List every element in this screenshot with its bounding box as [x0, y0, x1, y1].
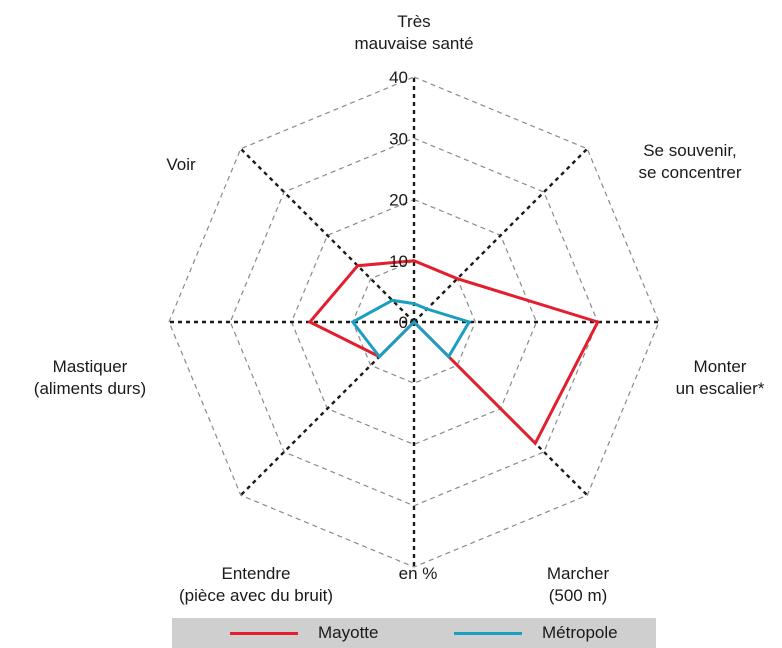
radial-tick-labels: 0 10 20 30 40 [389, 68, 408, 332]
radar-spokes [169, 77, 659, 567]
axis-label-mastiquer: Mastiquer (aliments durs) [33, 357, 147, 398]
legend-item-metropole: Métropole [454, 618, 618, 648]
grid-ring-30 [229, 137, 599, 507]
series-mayotte [307, 259, 600, 446]
axis-label-monter-escalier: Monter un escalier* [675, 357, 765, 398]
legend-label-mayotte: Mayotte [318, 623, 379, 642]
radial-tick-label-40: 40 [389, 68, 408, 87]
legend-swatch-mayotte [230, 631, 298, 635]
axis-label-tres-mauvaise-sante: Très mauvaise santé [354, 12, 474, 53]
legend: Mayotte Métropole [172, 618, 656, 648]
axis-label-unit: en % [398, 564, 438, 583]
legend-swatch-metropole [454, 631, 522, 635]
grid-ring-40 [168, 76, 660, 568]
radial-tick-label-30: 30 [389, 129, 408, 148]
radial-tick-label-10: 10 [389, 252, 408, 271]
grid-ring-20 [290, 198, 538, 446]
radar-grid [168, 76, 660, 568]
legend-label-metropole: Métropole [542, 623, 618, 642]
axis-label-voir: Voir [166, 155, 196, 174]
radial-tick-label-0: 0 [399, 313, 408, 332]
legend-item-mayotte: Mayotte [230, 618, 378, 648]
axis-label-marcher: Marcher (500 m) [546, 564, 610, 605]
axis-label-se-souvenir: Se souvenir, se concentrer [638, 141, 742, 182]
spoke-1 [413, 147, 589, 323]
radial-tick-label-20: 20 [389, 191, 408, 210]
radar-series [307, 259, 600, 446]
spoke-7 [239, 147, 415, 323]
series-mtropole [350, 298, 472, 360]
axis-label-entendre: Entendre (pièce avec du bruit) [178, 564, 334, 605]
